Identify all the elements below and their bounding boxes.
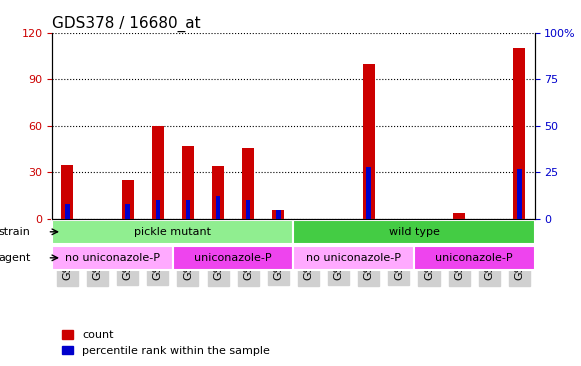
Bar	[216, 197, 220, 219]
Text: strain: strain	[0, 227, 31, 237]
Bar	[121, 180, 134, 219]
Text: GDS378 / 16680_at: GDS378 / 16680_at	[52, 15, 201, 31]
Bar	[125, 204, 130, 219]
Bar	[517, 169, 522, 219]
Text: wild type: wild type	[389, 227, 439, 237]
Bar	[514, 48, 525, 219]
Text: agent: agent	[0, 253, 31, 263]
Bar	[367, 167, 371, 219]
FancyBboxPatch shape	[173, 246, 293, 269]
Bar	[453, 213, 465, 219]
FancyBboxPatch shape	[414, 246, 535, 269]
Bar	[242, 147, 254, 219]
Bar	[363, 64, 375, 219]
FancyBboxPatch shape	[52, 220, 293, 243]
Bar	[156, 200, 160, 219]
Text: uniconazole-P: uniconazole-P	[435, 253, 513, 263]
FancyBboxPatch shape	[293, 220, 535, 243]
Legend: count, percentile rank within the sample: count, percentile rank within the sample	[58, 326, 275, 361]
Bar	[212, 166, 224, 219]
Bar	[276, 209, 281, 219]
Bar	[65, 204, 70, 219]
Text: uniconazole-P: uniconazole-P	[194, 253, 272, 263]
Bar	[182, 146, 194, 219]
Text: no uniconazole-P: no uniconazole-P	[65, 253, 160, 263]
Bar	[186, 200, 190, 219]
Text: pickle mutant: pickle mutant	[134, 227, 211, 237]
Bar	[272, 209, 284, 219]
Bar	[62, 165, 73, 219]
Text: no uniconazole-P: no uniconazole-P	[306, 253, 401, 263]
Bar	[152, 126, 164, 219]
Bar	[246, 200, 250, 219]
FancyBboxPatch shape	[293, 246, 414, 269]
FancyBboxPatch shape	[52, 246, 173, 269]
